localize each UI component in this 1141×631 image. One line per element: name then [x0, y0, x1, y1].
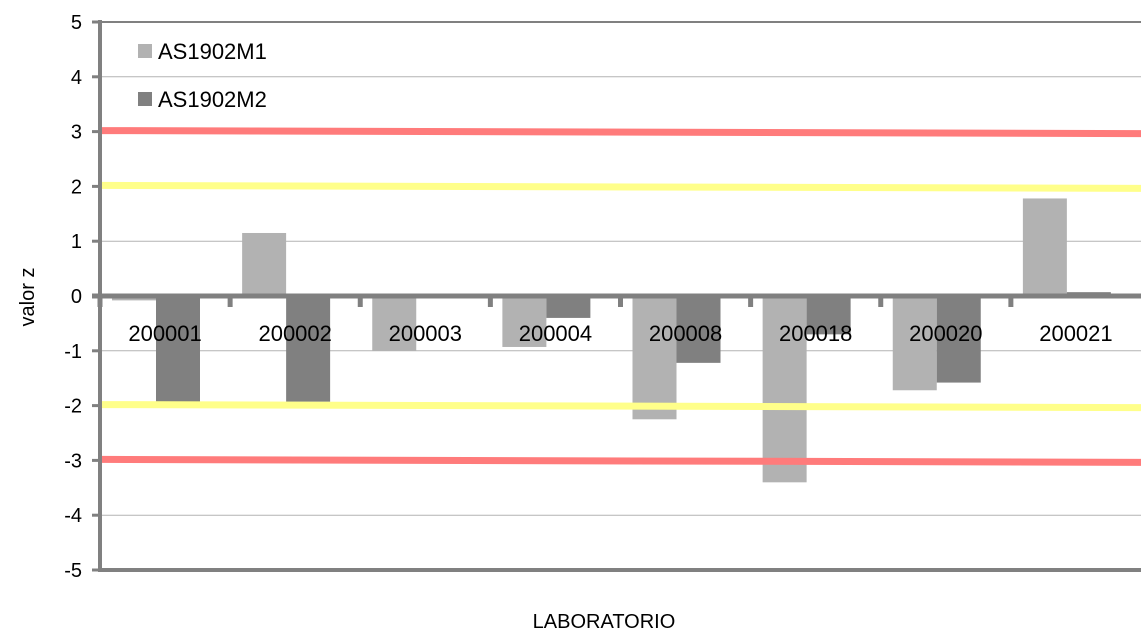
reference-lines: [99, 127, 1141, 466]
legend-label-as1902m1: AS1902M1: [158, 39, 267, 64]
y-tick-label: 3: [71, 122, 82, 144]
bar-as1902m1-200021: [1022, 198, 1067, 296]
category-label-200002: 200002: [258, 321, 331, 346]
category-label-200003: 200003: [389, 321, 462, 346]
y-tick-label: 1: [71, 231, 82, 253]
y-tick-label: -1: [64, 341, 82, 363]
y-tick-label: 0: [71, 286, 82, 308]
legend-swatch-as1902m1: [138, 44, 152, 58]
bar-as1902m1-200018: [762, 296, 807, 483]
category-label-200020: 200020: [909, 321, 982, 346]
bar-as1902m2-200018: [806, 296, 851, 335]
category-labels: 200001 200002 200003 200004 200008 200018 2000…: [128, 321, 1112, 346]
y-tick-label: 2: [71, 176, 82, 198]
bar-as1902m2-200004: [546, 296, 591, 318]
bar-as1902m1-200020: [892, 296, 937, 391]
category-label-200008: 200008: [649, 321, 722, 346]
reference-line: [99, 127, 1141, 138]
y-tick-label: -5: [64, 560, 82, 582]
y-tick-label: -4: [64, 505, 82, 527]
x-axis-title: LABORATORIO: [533, 611, 676, 631]
y-tick-label: -2: [64, 396, 82, 418]
legend: AS1902M1 AS1902M2: [138, 39, 267, 112]
y-axis-title: valor z: [17, 268, 39, 327]
reference-line: [99, 401, 1141, 412]
bar-as1902m2-200001: [156, 296, 200, 403]
bar-as1902m2-200002: [286, 296, 331, 402]
y-tick-label: -3: [64, 450, 82, 472]
y-tick-label: 4: [71, 67, 82, 89]
axes: 5 4 3 2 1 0 -1 -2 -3 -4 -5: [64, 12, 1141, 582]
category-label-200021: 200021: [1039, 321, 1112, 346]
bar-as1902m1-200008: [632, 296, 677, 420]
reference-line: [99, 181, 1141, 192]
legend-label-as1902m2: AS1902M2: [158, 87, 267, 112]
bar-as1902m2-200020: [936, 296, 981, 383]
reference-line: [99, 455, 1141, 466]
bar-as1902m1-200003: [372, 296, 417, 351]
y-tick-label: 5: [71, 12, 82, 34]
bar-as1902m2-200008: [676, 296, 721, 363]
bar-as1902m1-200004: [502, 296, 547, 347]
category-label-200001: 200001: [128, 321, 201, 346]
bars: [112, 198, 1111, 483]
category-label-200018: 200018: [779, 321, 852, 346]
bar-as1902m1-200002: [242, 232, 287, 296]
legend-swatch-as1902m2: [138, 92, 152, 106]
category-label-200004: 200004: [519, 321, 592, 346]
